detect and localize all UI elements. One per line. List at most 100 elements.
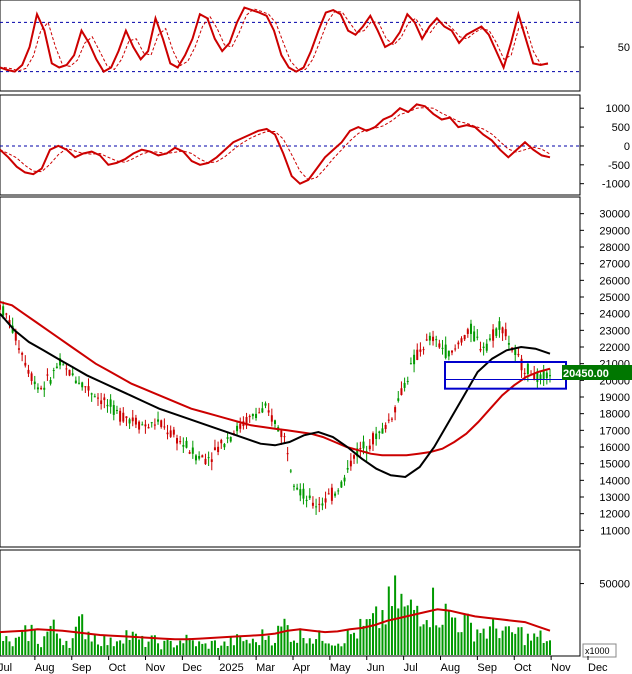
volume-bar [84,639,87,655]
candle-body [147,427,150,429]
volume-bar [444,603,447,655]
volume-bar [258,645,261,655]
volume-bar [2,640,5,655]
volume-bar [406,605,409,655]
candle-body [217,446,220,453]
volume-bar [526,633,529,655]
volume-bar [49,625,52,655]
candle-body [466,329,469,334]
volume-bar [435,625,438,655]
volume-bar [125,630,128,655]
volume-bar [27,641,30,655]
x-tick-label: Jul [0,662,12,674]
macd-y-ticks: 1000 500 0 -500 -1000 [580,103,630,191]
volume-bar [451,617,454,655]
price-tick-label: 25000 [599,292,630,304]
candle-body [308,495,311,499]
candle-body [454,348,457,350]
x-tick-label: Aug [35,662,55,674]
candle-body [413,354,416,365]
volume-bar [30,624,33,655]
candle-body [394,407,397,413]
candle-body [349,460,352,467]
candle-body [485,343,488,351]
volume-bar [549,640,551,655]
candle-body [49,380,52,384]
volume-bar [176,645,179,655]
volume-bar [87,631,90,655]
volume-bar [340,646,343,655]
volume-bar [62,645,65,655]
volume-moving-average [0,608,551,641]
price-tick-label: 28000 [599,242,630,254]
volume-bar [334,645,337,655]
volume-bar [362,625,365,655]
volume-bar [368,618,371,655]
volume-bar [103,635,106,655]
volume-bar [112,646,115,655]
macd-line [0,103,551,185]
candle-body [163,426,166,428]
short-moving-average [0,313,551,479]
candle-body [255,413,258,419]
volume-bar [517,627,520,655]
volume-bar [432,587,435,655]
macd-tick-label: -1000 [602,179,630,191]
volume-bar [261,629,264,655]
candle-body [36,387,39,390]
volume-bar [447,610,450,655]
volume-bar [17,636,20,655]
candle-body [545,372,548,379]
candle-body [432,336,435,342]
volume-bar [327,643,330,655]
volume-bar [96,644,99,655]
candle-body [337,490,340,492]
candle-body [207,457,210,459]
volume-bar [539,630,542,655]
volume-bars [0,575,551,655]
candle-body [292,485,295,487]
volume-bar [147,641,150,655]
candle-body [406,380,409,382]
candle-body [504,329,507,337]
candle-body [128,419,131,424]
candle-body [318,503,321,505]
price-panel: 30000 29000 28000 27000 26000 25000 24000 23000… [0,196,632,548]
volume-bar [210,640,213,655]
volume-bar [207,648,210,655]
volume-bar [119,640,122,655]
volume-bar [100,646,103,655]
x-tick-label: Dec [588,662,608,674]
candle-body [204,458,207,465]
volume-bar [375,606,378,655]
volume-bar [469,622,472,655]
volume-bar [507,626,510,655]
candle-body [330,487,333,501]
candle-body [33,381,36,385]
candle-body [381,428,384,434]
volume-bar [296,642,299,655]
price-y-ticks: 30000 29000 28000 27000 26000 25000 24000 23000… [580,209,630,537]
candle-body [141,424,144,426]
candle-body [201,455,204,458]
volume-bar [498,638,501,655]
volume-unit-box [582,643,617,658]
candle-body [198,456,201,459]
volume-average-line [0,608,551,641]
volume-bar [520,627,523,655]
volume-bar [182,643,185,655]
volume-bar [226,646,229,655]
volume-bar [71,638,74,655]
volume-bar [454,617,457,655]
volume-bar [191,640,194,655]
candle-body [84,386,87,388]
candle-body [289,470,292,472]
candle-body [0,304,1,310]
candle-body [311,502,314,506]
candle-body [153,424,156,426]
volume-bar [172,647,175,655]
candle-body [251,413,254,417]
volume-bar [457,632,460,655]
macd-signal-line [0,107,551,181]
